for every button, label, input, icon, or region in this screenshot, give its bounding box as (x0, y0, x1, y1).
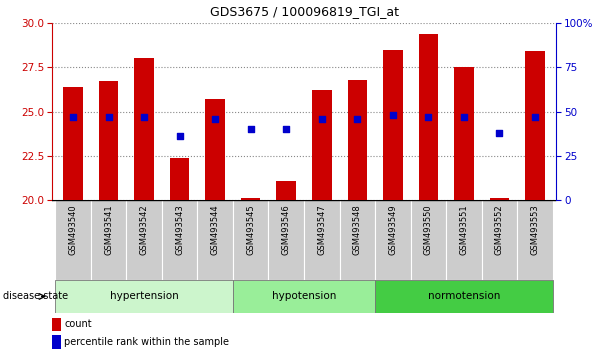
Bar (126, 200, 162, 280)
Point (530, 114, 540, 120)
Bar (482, 200, 517, 280)
Bar (55, 200, 91, 280)
Bar (525, 51, 545, 200)
Bar (162, 200, 198, 280)
Bar (269, 200, 304, 280)
Text: GSM493550: GSM493550 (424, 204, 433, 255)
Bar (98, 81, 119, 200)
Point (388, 112, 398, 118)
Text: GSM493543: GSM493543 (175, 204, 184, 255)
Bar (517, 200, 553, 280)
Bar (198, 200, 233, 280)
Bar (233, 200, 269, 280)
Bar (375, 280, 553, 313)
Point (68, 114, 78, 120)
Text: GSM493540: GSM493540 (69, 204, 77, 255)
Text: GSM493541: GSM493541 (104, 204, 113, 255)
Bar (410, 200, 446, 280)
Text: GSM493547: GSM493547 (317, 204, 326, 255)
Point (210, 116, 220, 121)
Bar (489, 198, 510, 200)
Text: count: count (64, 319, 92, 329)
Bar (55, 280, 233, 313)
Text: disease state: disease state (3, 291, 68, 302)
Bar (446, 200, 482, 280)
Point (246, 126, 255, 132)
Text: GSM493545: GSM493545 (246, 204, 255, 255)
Bar (52, 335, 61, 349)
Text: GSM493542: GSM493542 (140, 204, 148, 255)
Bar (63, 87, 83, 200)
Point (459, 114, 469, 120)
Text: GDS3675 / 100096819_TGI_at: GDS3675 / 100096819_TGI_at (210, 5, 398, 18)
Text: GSM493544: GSM493544 (210, 204, 219, 255)
Text: GSM493548: GSM493548 (353, 204, 362, 255)
Text: GSM493549: GSM493549 (389, 204, 398, 255)
Text: percentile rank within the sample: percentile rank within the sample (64, 337, 229, 347)
Text: normotension: normotension (428, 291, 500, 302)
Bar (134, 58, 154, 200)
Point (353, 116, 362, 121)
Bar (91, 200, 126, 280)
Text: hypotension: hypotension (272, 291, 336, 302)
Point (494, 130, 504, 136)
Text: hypertension: hypertension (109, 291, 179, 302)
Point (139, 114, 149, 120)
Point (424, 114, 434, 120)
Point (317, 116, 326, 121)
Point (104, 114, 114, 120)
Bar (277, 181, 296, 200)
Bar (304, 200, 339, 280)
Bar (375, 200, 410, 280)
Bar (206, 99, 225, 200)
Bar (233, 280, 375, 313)
Text: GSM493552: GSM493552 (495, 204, 504, 255)
Bar (383, 50, 402, 200)
Bar (348, 80, 367, 200)
Bar (312, 90, 331, 200)
Text: GSM493546: GSM493546 (282, 204, 291, 255)
Bar (170, 158, 189, 200)
Bar (52, 318, 61, 331)
Point (282, 126, 291, 132)
Text: GSM493553: GSM493553 (531, 204, 539, 255)
Text: GSM493551: GSM493551 (460, 204, 468, 255)
Bar (419, 34, 438, 200)
Point (174, 133, 184, 139)
Bar (339, 200, 375, 280)
Bar (454, 67, 474, 200)
Bar (241, 198, 260, 200)
